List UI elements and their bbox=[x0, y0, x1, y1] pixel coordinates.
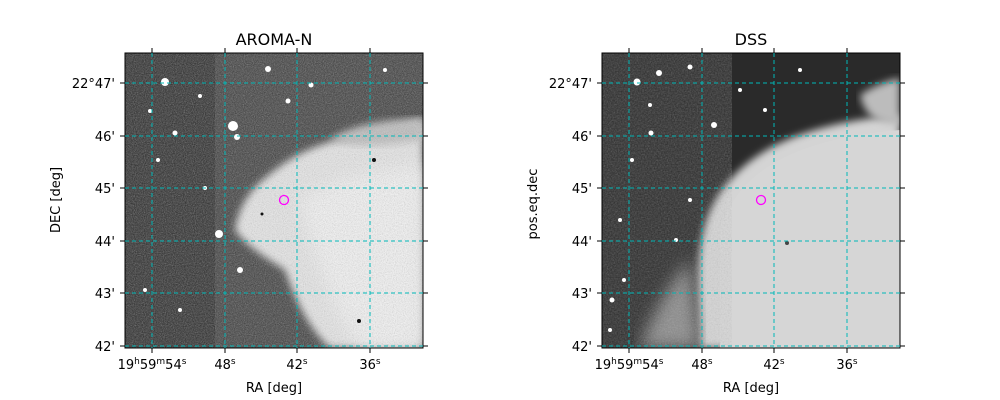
x-axis-label: RA [deg] bbox=[246, 381, 302, 396]
sky-image-aroma bbox=[125, 53, 423, 348]
y-tick-label: 22°47' bbox=[549, 77, 592, 92]
x-tick-label: 19h59m54s bbox=[595, 357, 664, 373]
sky-image-dss bbox=[602, 53, 900, 348]
target-marker bbox=[278, 194, 290, 206]
y-tick-label: 42' bbox=[572, 340, 592, 355]
grid-lines bbox=[125, 53, 423, 348]
x-tick-label: 42s bbox=[763, 357, 785, 373]
y-tick-label: 46' bbox=[95, 130, 115, 145]
x-tick-label: 19h59m54s bbox=[118, 357, 187, 373]
x-tick-labels: 19h59m54s 48s 42s 36s bbox=[118, 357, 381, 373]
panel-title: AROMA-N bbox=[236, 30, 313, 49]
panel-dss: DSS bbox=[526, 30, 905, 396]
y-axis-label: pos.eq.dec bbox=[526, 169, 541, 240]
grid-lines bbox=[602, 53, 900, 348]
y-tick-label: 44' bbox=[95, 235, 115, 250]
plot-frame bbox=[124, 52, 424, 349]
tick-marks bbox=[120, 48, 428, 353]
y-tick-label: 42' bbox=[95, 340, 115, 355]
x-tick-label: 48s bbox=[214, 357, 236, 373]
y-tick-label: 43' bbox=[95, 287, 115, 302]
x-tick-label: 36s bbox=[359, 357, 381, 373]
y-tick-label: 45' bbox=[572, 182, 592, 197]
y-tick-label: 43' bbox=[572, 287, 592, 302]
x-tick-label: 36s bbox=[836, 357, 858, 373]
y-tick-label: 45' bbox=[95, 182, 115, 197]
x-tick-label: 48s bbox=[691, 357, 713, 373]
y-tick-label: 22°47' bbox=[72, 77, 115, 92]
x-tick-labels: 19h59m54s 48s 42s 36s bbox=[595, 357, 858, 373]
panel-aroma-n: AROMA-N bbox=[49, 30, 428, 396]
panel-title: DSS bbox=[735, 30, 768, 49]
y-tick-labels: 22°47' 46' 45' 44' 43' 42' bbox=[72, 77, 115, 355]
target-marker bbox=[755, 194, 767, 206]
plot-frame bbox=[601, 52, 901, 349]
tick-marks bbox=[597, 48, 905, 353]
y-tick-label: 44' bbox=[572, 235, 592, 250]
y-tick-labels: 22°47' 46' 45' 44' 43' 42' bbox=[549, 77, 592, 355]
x-axis-label: RA [deg] bbox=[723, 381, 779, 396]
y-tick-label: 46' bbox=[572, 130, 592, 145]
x-tick-label: 42s bbox=[286, 357, 308, 373]
y-axis-label: DEC [deg] bbox=[49, 167, 64, 233]
